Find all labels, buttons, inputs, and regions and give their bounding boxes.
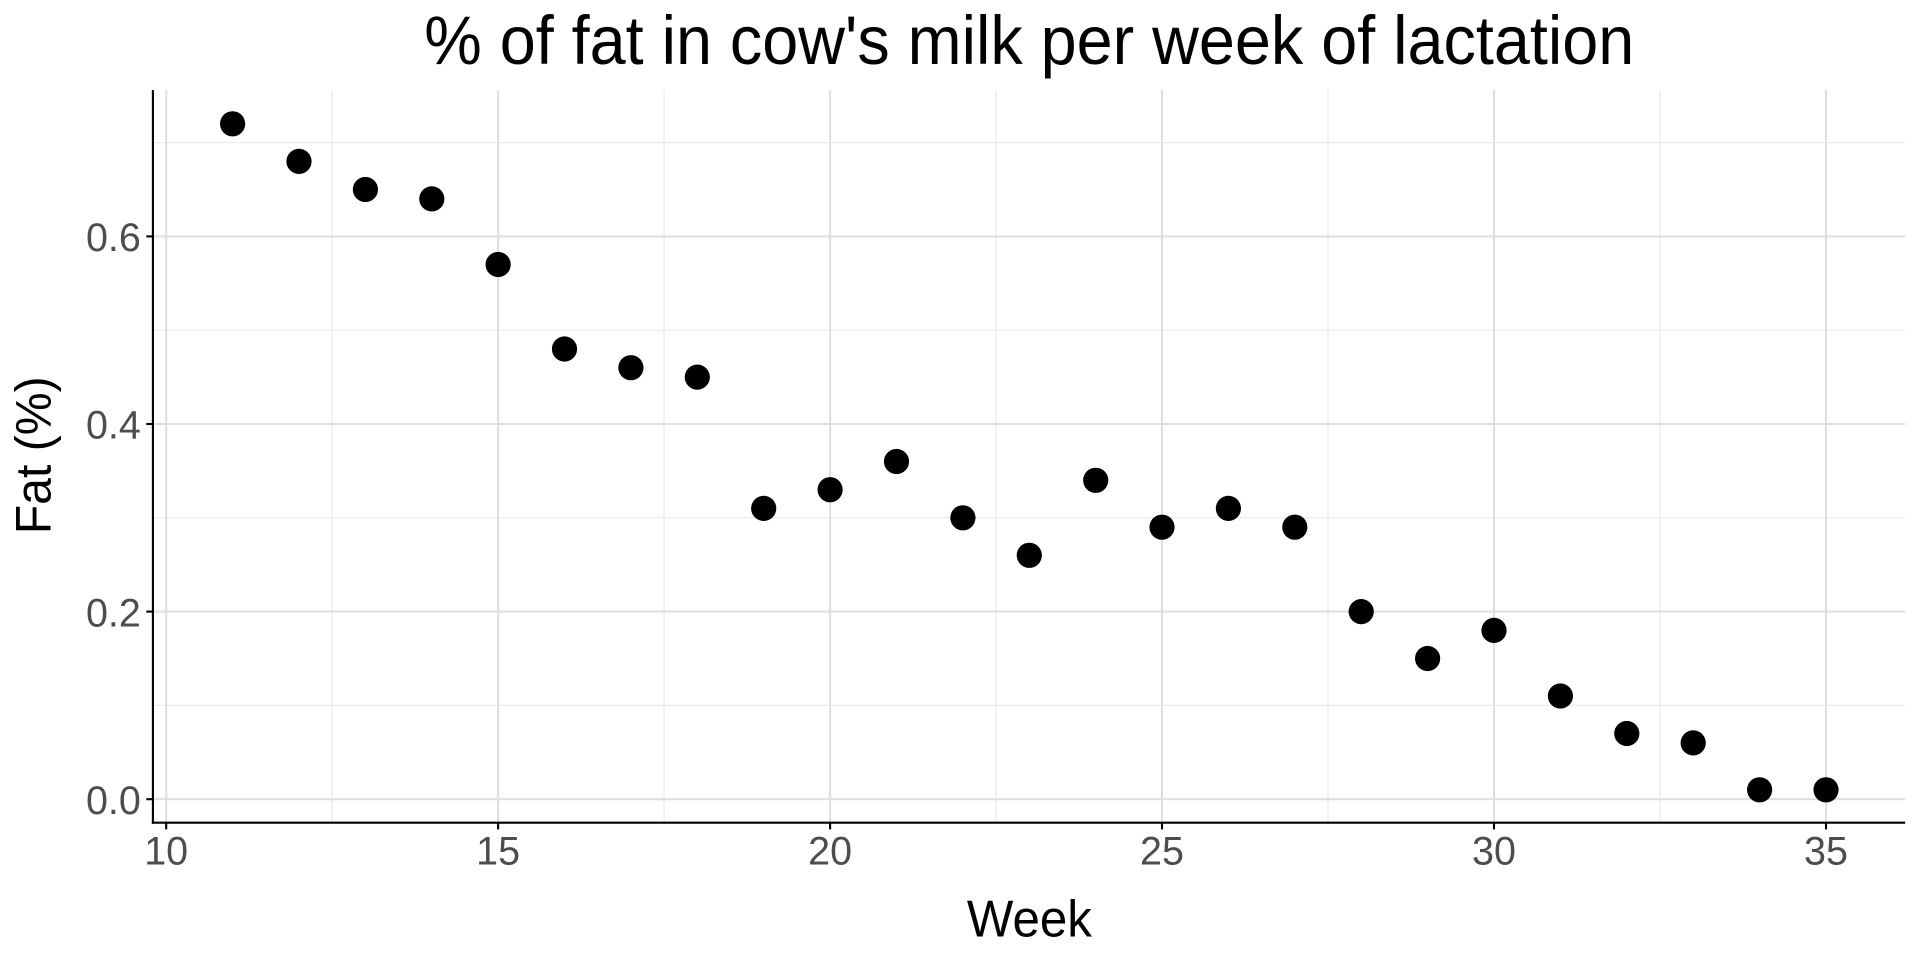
- svg-text:% of fat in cow's milk per wee: % of fat in cow's milk per week of lacta…: [424, 2, 1634, 79]
- svg-text:0.6: 0.6: [86, 216, 141, 260]
- svg-text:Week: Week: [967, 891, 1093, 949]
- svg-text:0.2: 0.2: [86, 591, 141, 635]
- svg-text:0.4: 0.4: [86, 404, 141, 448]
- svg-text:20: 20: [808, 830, 852, 874]
- svg-text:10: 10: [144, 830, 188, 874]
- svg-text:Fat (%): Fat (%): [5, 376, 61, 534]
- svg-text:0.0: 0.0: [86, 779, 141, 823]
- svg-text:35: 35: [1804, 830, 1848, 874]
- svg-text:25: 25: [1140, 830, 1184, 874]
- svg-text:30: 30: [1472, 830, 1516, 874]
- svg-text:15: 15: [476, 830, 520, 874]
